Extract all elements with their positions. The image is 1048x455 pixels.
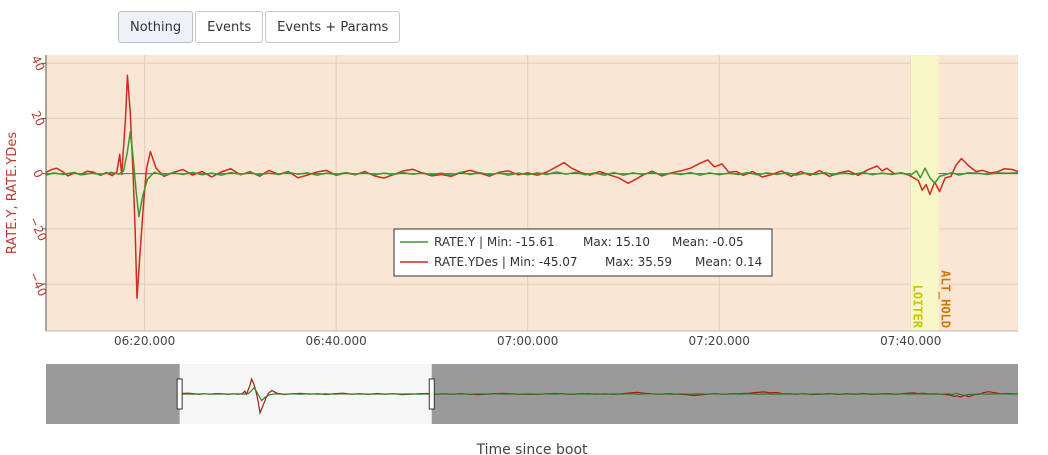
series-line-rate-y [46, 131, 1018, 218]
legend-mean-rate-y: Mean: -0.05 [672, 235, 744, 249]
legend: RATE.Y | Min: -15.61 Max: 15.10 Mean: -0… [393, 228, 773, 277]
annotation-mode-toolbar: Nothing Events Events + Params [118, 11, 401, 43]
x-axis-title: Time since boot [475, 442, 588, 455]
y-axis-title: RATE.Y, RATE.YDes [5, 132, 20, 255]
mode-band-loiter [910, 55, 939, 331]
x-tick-label: 06:20.000 [114, 334, 175, 348]
nothing-button[interactable]: Nothing [118, 11, 194, 43]
navigator-left-handle[interactable] [176, 378, 183, 410]
mode-label-loiter: LOITER [911, 285, 925, 329]
legend-mean-rate-ydes: Mean: 0.14 [695, 255, 762, 269]
legend-box [393, 228, 773, 277]
events-params-button[interactable]: Events + Params [265, 11, 401, 43]
x-axis-ticks: 06:20.000 06:40.000 07:00.000 07:20.000 07:4… [114, 334, 941, 348]
mode-label-alt-hold: ALT_HOLD [938, 270, 953, 328]
range-navigator[interactable] [46, 364, 1038, 424]
events-button[interactable]: Events [195, 11, 264, 43]
y-tick-label: 0 [30, 167, 46, 180]
plot-area[interactable] [46, 55, 1018, 331]
legend-label-rate-ydes: RATE.YDes | Min: -45.07 [434, 255, 578, 269]
x-tick-label: 06:40.000 [306, 334, 367, 348]
x-tick-label: 07:20.000 [689, 334, 750, 348]
series-lines [46, 74, 1018, 299]
x-tick-label: 07:40.000 [880, 334, 941, 348]
navigator-series-line-rate-y [179, 386, 1018, 402]
navigator-lines [179, 377, 1018, 416]
legend-max-rate-y: Max: 15.10 [583, 235, 650, 249]
navigator-right-handle[interactable] [428, 378, 435, 410]
legend-label-rate-y: RATE.Y | Min: -15.61 [434, 235, 555, 249]
y-tick-label: 40 [28, 53, 47, 73]
legend-max-rate-ydes: Max: 35.59 [605, 255, 672, 269]
x-tick-label: 07:00.000 [497, 334, 558, 348]
flight-mode-bands: LOITER ALT_HOLD [910, 55, 953, 331]
y-tick-label: 20 [28, 109, 47, 129]
